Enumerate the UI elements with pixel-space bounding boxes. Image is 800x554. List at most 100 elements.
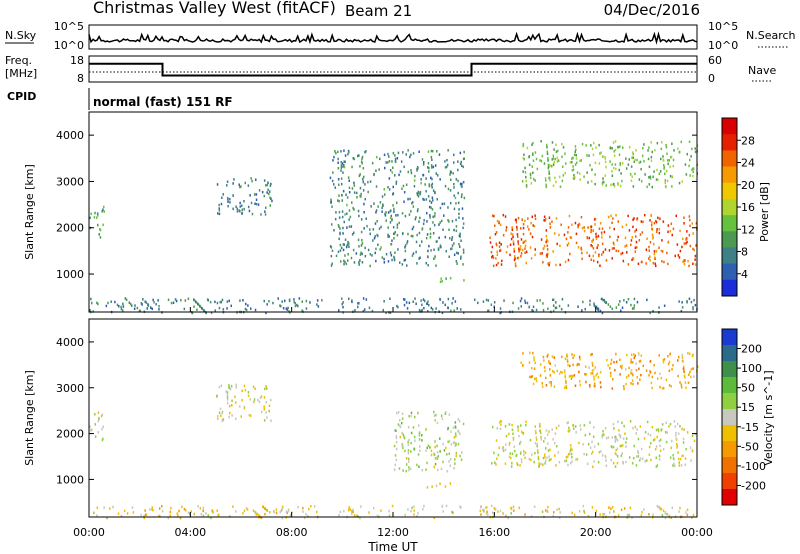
heatmap-cell [562,174,565,177]
heatmap-cell [569,364,571,368]
heatmap-cell [499,311,501,315]
heatmap-cell [456,251,458,255]
heatmap-cell [531,375,534,378]
heatmap-cell [442,228,444,231]
heatmap-cell [253,400,255,404]
heatmap-cell [689,218,691,222]
heatmap-cell [429,232,432,236]
heatmap-cell [353,514,356,517]
heatmap-cell [438,153,441,156]
heatmap-cell [518,247,520,250]
heatmap-cell [460,164,463,167]
heatmap-cell [525,185,528,189]
heatmap-cell [533,358,535,362]
heatmap-cell [658,311,660,314]
heatmap-cell [675,214,677,218]
heatmap-cell [601,236,603,239]
heatmap-cell [512,243,515,246]
heatmap-cell [181,505,183,509]
heatmap-cell [691,516,693,519]
heatmap-cell [348,507,351,510]
heatmap-cell [591,168,593,172]
heatmap-cell [632,426,634,430]
heatmap-cell [422,298,425,301]
heatmap-cell [593,304,595,307]
heatmap-cell [555,143,557,146]
heatmap-cell [335,151,337,155]
heatmap-cell [402,151,404,154]
heatmap-cell [524,247,526,250]
heatmap-cell [671,506,674,509]
heatmap-cell [528,375,531,379]
heatmap-cell [490,250,493,254]
heatmap-cell [365,298,368,301]
heatmap-cell [242,512,244,515]
heatmap-cell [253,193,256,196]
heatmap-cell [357,209,360,213]
heatmap-cell [429,236,432,239]
heatmap-cell [646,185,648,189]
heatmap-cell [509,243,512,246]
heatmap-cell [563,369,566,372]
heatmap-cell [636,158,638,162]
heatmap-cell [396,157,399,160]
heatmap-cell [556,160,559,163]
heatmap-cell [426,486,429,489]
heatmap-cell [519,464,521,467]
heatmap-cell [655,178,658,181]
heatmap-cell [268,300,270,303]
heatmap-cell [442,442,444,446]
heatmap-cell [556,445,558,448]
heatmap-cell [566,455,569,458]
heatmap-cell [622,437,625,440]
heatmap-cell [682,441,685,444]
heatmap-cell [217,514,219,517]
heatmap-cell [455,434,457,438]
heatmap-cell [277,297,279,300]
heatmap-cell [151,506,154,509]
heatmap-cell [510,456,512,460]
heatmap-cell [440,277,442,280]
heatmap-cell [339,227,341,230]
heatmap-cell [633,297,636,301]
heatmap-cell [431,485,433,488]
heatmap-cell [601,232,603,236]
heatmap-cell [635,455,638,458]
heatmap-cell [609,235,611,239]
heatmap-cell [552,250,554,253]
heatmap-cell [489,236,491,239]
heatmap-cell [667,362,670,366]
heatmap-cell [530,257,533,260]
heatmap-cell [222,308,225,311]
heatmap-cell [461,182,463,186]
heatmap-cell [430,449,433,453]
heatmap-cell [109,507,111,510]
heatmap-cell [455,443,457,446]
heatmap-cell [357,154,359,158]
heatmap-cell [307,515,309,518]
heatmap-cell [591,147,594,151]
heatmap-cell [656,230,658,234]
heatmap-cell [612,141,615,144]
heatmap-cell [124,297,127,300]
heatmap-cell [340,164,343,167]
heatmap-cell [673,462,675,466]
heatmap-cell [387,233,389,237]
heatmap-cell [630,353,633,356]
heatmap-cell [619,365,622,368]
heatmap-cell [422,222,425,225]
heatmap-cell [413,435,416,439]
heatmap-cell [533,356,535,359]
heatmap-cell [501,447,504,450]
heatmap-cell [430,206,432,209]
heatmap-cell [417,195,420,198]
heatmap-cell [387,235,389,238]
heatmap-cell [369,232,371,236]
heatmap-cell [234,401,237,404]
heatmap-cell [684,163,687,166]
heatmap-cell [101,413,104,417]
heatmap-cell [474,298,476,301]
heatmap-cell [679,506,681,510]
heatmap-cell [517,426,519,429]
heatmap-cell [441,280,443,283]
